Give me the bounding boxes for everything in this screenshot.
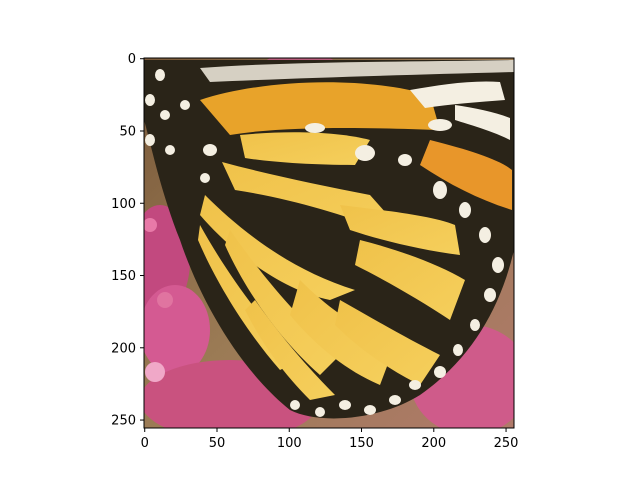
y-tick-label: 50 — [119, 124, 136, 139]
y-tick-label: 0 — [128, 52, 136, 67]
x-tick-label: 200 — [421, 436, 446, 451]
forewing-orange-right — [420, 140, 512, 210]
forewing-top-band — [200, 60, 514, 82]
butterfly-image — [144, 58, 514, 428]
white-spots — [145, 69, 510, 417]
x-tick-label: 150 — [349, 436, 374, 451]
y-tick-label: 100 — [111, 197, 136, 212]
forewing-orange-top — [200, 82, 440, 135]
y-tick-label: 250 — [111, 414, 136, 429]
y-tick-label: 200 — [111, 341, 136, 356]
x-tick-label: 250 — [494, 436, 519, 451]
x-tick-label: 100 — [277, 436, 302, 451]
axes-frame — [143, 57, 515, 429]
wing-dark-border — [144, 60, 514, 419]
x-axis: 0 50 100 150 200 250 — [141, 428, 519, 451]
x-tick-label: 0 — [141, 436, 149, 451]
hindwing-cells — [198, 132, 465, 400]
y-axis: 0 50 100 150 200 250 — [111, 52, 144, 429]
y-tick-label: 150 — [111, 269, 136, 284]
x-tick-label: 50 — [209, 436, 226, 451]
